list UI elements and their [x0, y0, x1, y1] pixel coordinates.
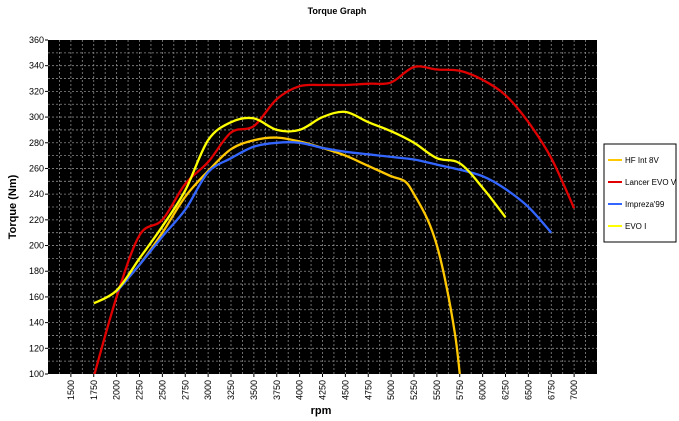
x-tick-label: 1750: [89, 380, 99, 400]
y-tick-label: 320: [29, 86, 44, 96]
y-tick-label: 300: [29, 112, 44, 122]
x-tick-label: 3750: [272, 380, 282, 400]
y-axis-ticks: 100 120 140 160 180 200 220 240 260 280 300 320 340 3…: [29, 35, 48, 379]
x-axis-label: rpm: [311, 405, 332, 417]
x-tick-label: 6250: [501, 380, 511, 400]
series-line-impreza-99: [115, 141, 553, 293]
x-axis-ticks: 1500 1750 2000 2250 2500 2750 3000 3250 3500 3750…: [66, 374, 579, 400]
x-tick-label: 6500: [523, 380, 533, 400]
x-tick-label: 4750: [363, 380, 373, 400]
x-tick-label: 4000: [295, 380, 305, 400]
x-tick-label: 2500: [157, 380, 167, 400]
y-tick-label: 180: [29, 266, 44, 276]
series-layer: [93, 65, 576, 374]
legend-label: Lancer EVO V: [625, 178, 677, 187]
chart-title: Torque Graph: [308, 6, 367, 16]
y-tick-label: 220: [29, 215, 44, 225]
series-line-evo-i: [93, 110, 507, 305]
y-axis-label: Torque (Nm): [7, 174, 19, 239]
x-tick-label: 2250: [135, 380, 145, 400]
x-tick-label: 5500: [432, 380, 442, 400]
legend-label: Impreza'99: [625, 200, 665, 209]
x-tick-label: 2750: [180, 380, 190, 400]
legend-label: EVO I: [625, 222, 646, 231]
y-tick-label: 360: [29, 35, 44, 45]
x-tick-label: 3000: [203, 380, 213, 400]
x-tick-label: 3500: [249, 380, 259, 400]
y-tick-label: 340: [29, 61, 44, 71]
y-tick-label: 280: [29, 138, 44, 148]
x-tick-label: 5000: [386, 380, 396, 400]
x-tick-label: 7000: [569, 380, 579, 400]
y-tick-label: 240: [29, 189, 44, 199]
series-line-lancer-evo-v: [93, 65, 576, 374]
x-tick-label: 6000: [478, 380, 488, 400]
legend-label: HF Int 8V: [625, 156, 659, 165]
y-tick-label: 100: [29, 369, 44, 379]
x-tick-label: 6750: [546, 380, 556, 400]
y-tick-label: 160: [29, 292, 44, 302]
grid: [48, 40, 597, 374]
x-tick-label: 1500: [66, 380, 76, 400]
series-line-hf-int-8v: [115, 136, 461, 374]
y-tick-label: 140: [29, 318, 44, 328]
y-tick-label: 200: [29, 241, 44, 251]
x-tick-label: 5750: [455, 380, 465, 400]
y-tick-label: 260: [29, 163, 44, 173]
x-tick-label: 5250: [409, 380, 419, 400]
y-tick-label: 120: [29, 343, 44, 353]
x-tick-label: 4500: [340, 380, 350, 400]
legend: HF Int 8V Lancer EVO V Impreza'99 EVO I: [603, 143, 677, 243]
x-tick-label: 2000: [112, 380, 122, 400]
plot-area: [48, 40, 597, 374]
x-tick-label: 3250: [226, 380, 236, 400]
x-tick-label: 4250: [318, 380, 328, 400]
